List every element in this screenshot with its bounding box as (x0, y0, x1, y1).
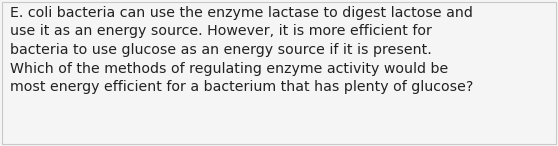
FancyBboxPatch shape (2, 2, 556, 144)
Text: E. coli bacteria can use the enzyme lactase to digest lactose and
use it as an e: E. coli bacteria can use the enzyme lact… (10, 6, 473, 94)
